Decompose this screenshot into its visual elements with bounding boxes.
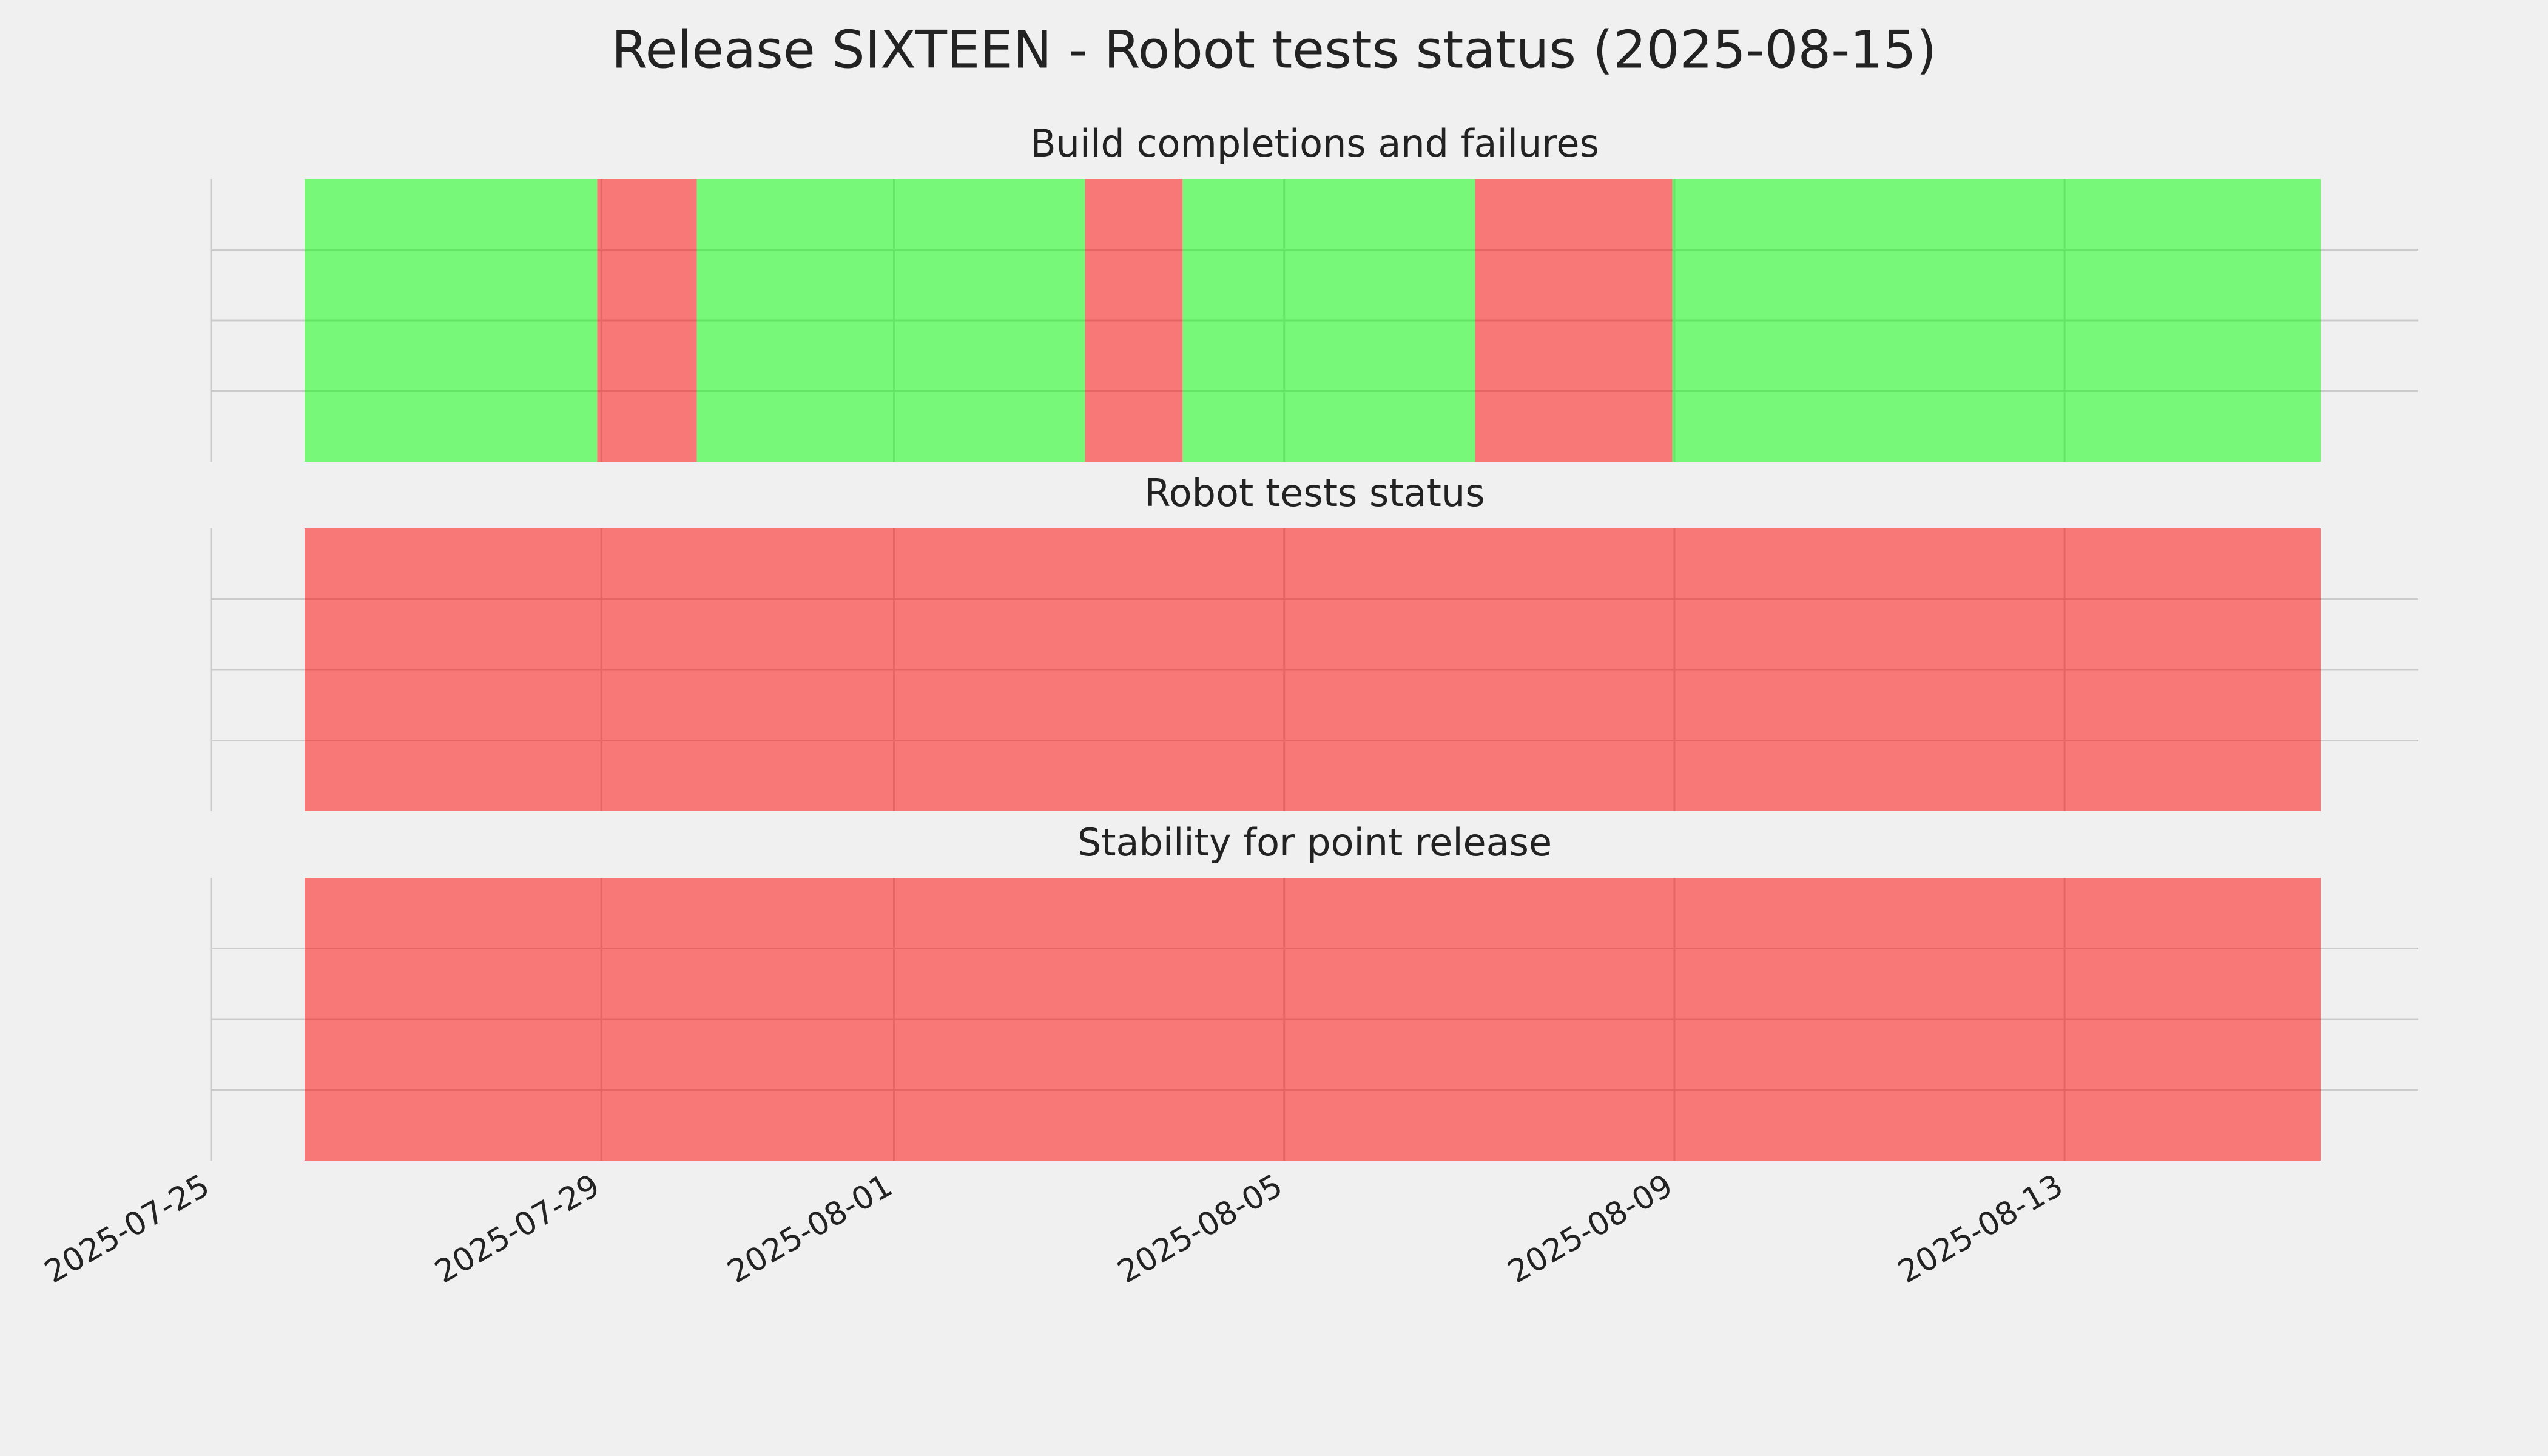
status-span	[1085, 179, 1183, 462]
status-span	[305, 528, 2321, 811]
status-span	[1672, 179, 2321, 462]
status-span	[305, 878, 2321, 1161]
status-span	[696, 179, 1085, 462]
status-span	[305, 179, 598, 462]
status-span	[1182, 179, 1475, 462]
status-span	[1475, 179, 1673, 462]
subplot-title: Robot tests status	[1144, 471, 1485, 515]
subplot-title: Stability for point release	[1077, 820, 1552, 864]
subplot-title: Build completions and failures	[1030, 121, 1599, 166]
status-span	[597, 179, 697, 462]
figure-title: Release SIXTEEN - Robot tests status (20…	[612, 19, 1937, 80]
